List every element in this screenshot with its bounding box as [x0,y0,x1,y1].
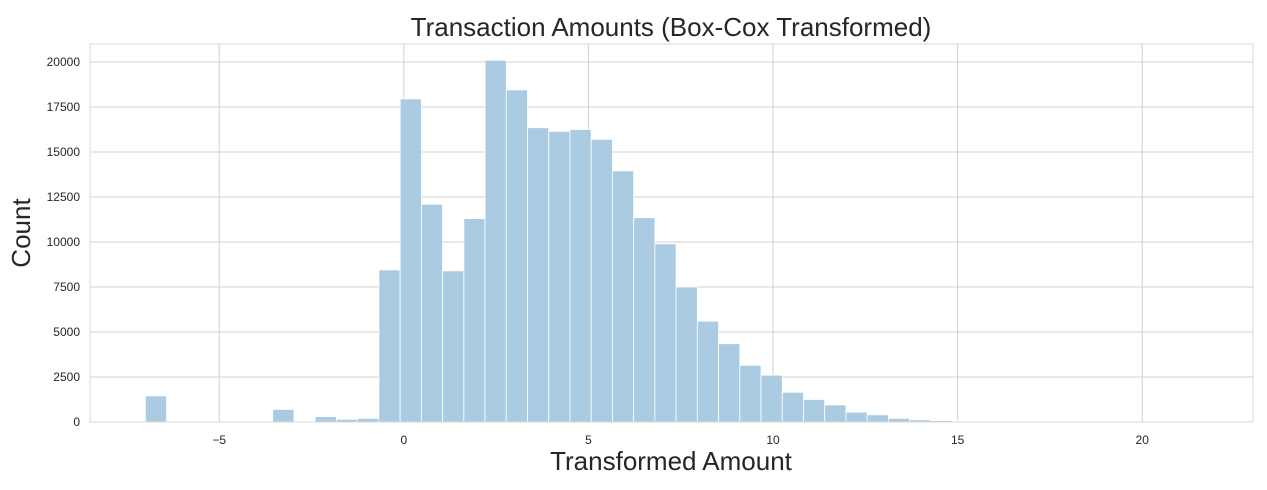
histogram-bar [866,414,889,423]
y-tick-label: 20000 [47,55,81,69]
histogram-bars [144,59,1059,423]
histogram-bar [484,59,507,423]
histogram-bar [590,138,613,423]
histogram-bar [442,270,465,423]
histogram-bar [760,374,783,423]
y-tick-label: 12500 [47,190,81,204]
histogram-bar [314,416,337,423]
x-axis-ticks: −5 0 5 10 15 20 [212,433,1149,447]
plot-area-border [89,43,1254,423]
histogram-bar [803,399,826,423]
chart-title: Transaction Amounts (Box-Cox Transformed… [411,12,932,42]
histogram-bar [888,417,911,423]
histogram-bar [420,203,443,423]
histogram-bar [463,218,486,423]
x-axis-label: Transformed Amount [550,446,793,476]
histogram-bar [845,411,868,423]
x-tick-label: 5 [585,433,592,447]
x-tick-label: 20 [1136,433,1150,447]
y-tick-label: 2500 [53,370,80,384]
histogram-bar [378,269,401,423]
y-tick-label: 0 [73,415,80,429]
histogram-bar [527,127,550,423]
histogram-bar [781,391,804,423]
y-axis-label: Count [6,198,36,268]
y-axis-ticks: 0 2500 5000 7500 10000 12500 15000 17500 20000 [47,55,81,429]
y-tick-label: 7500 [53,280,80,294]
histogram-bar [612,170,635,423]
histogram-bar [718,343,741,423]
histogram-bar [505,89,528,423]
y-tick-label: 17500 [47,100,81,114]
y-tick-label: 10000 [47,235,81,249]
histogram-bar [399,98,422,423]
x-tick-label: −5 [212,433,226,447]
histogram-bar [569,129,592,423]
histogram-bar [144,395,168,423]
y-tick-label: 5000 [53,325,80,339]
histogram-bar [272,408,295,423]
histogram-bar [675,286,698,423]
histogram-bar [548,130,571,423]
x-tick-label: 15 [951,433,965,447]
histogram-bar [654,243,677,423]
histogram-bar [824,404,847,423]
x-tick-label: 0 [400,433,407,447]
histogram-bar [696,320,719,423]
histogram-bar [633,217,656,423]
histogram-bar [739,364,762,423]
histogram-bar [357,417,380,423]
y-tick-label: 15000 [47,145,81,159]
x-tick-label: 10 [766,433,780,447]
